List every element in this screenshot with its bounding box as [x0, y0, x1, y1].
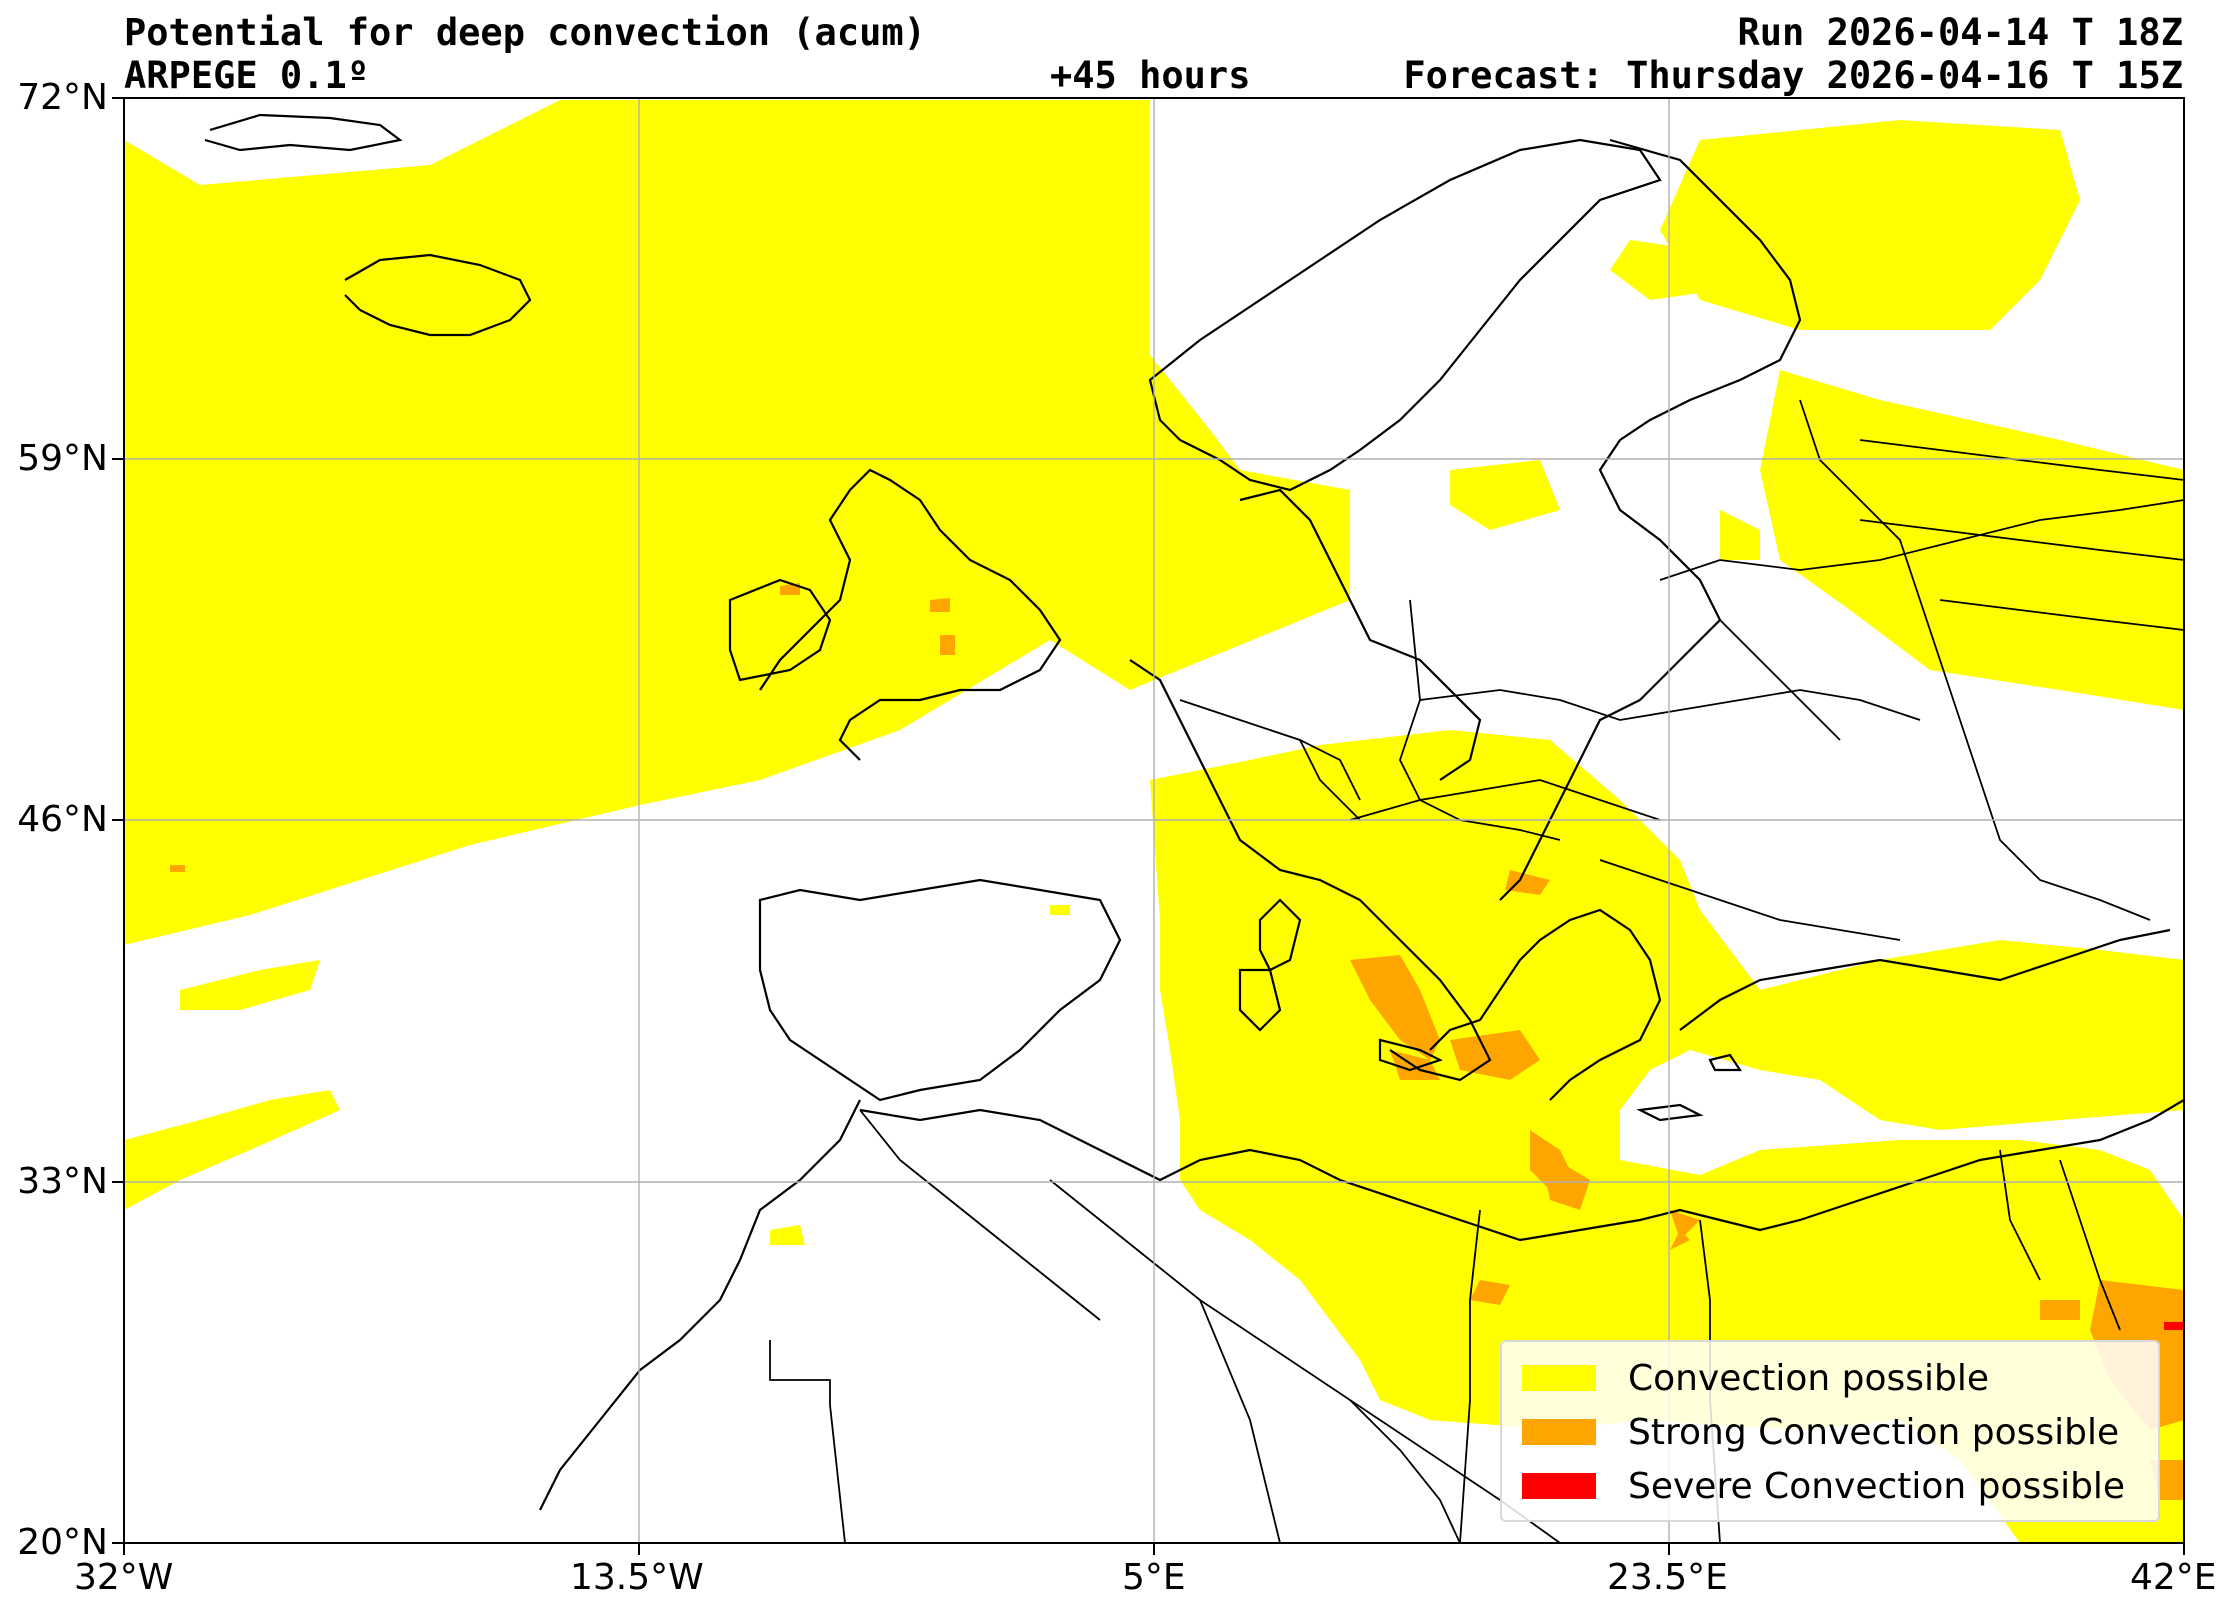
- severe-convection-areas: [2164, 1322, 2184, 1330]
- lat-tick-label: 59°N: [17, 438, 108, 479]
- lat-tick-label: 33°N: [17, 1161, 108, 1202]
- country-borders: [769, 399, 2184, 1543]
- convection-possible-areas: [124, 100, 2184, 1543]
- legend-item-convection: Convection possible: [1522, 1357, 1990, 1399]
- legend-swatch-orange: [1522, 1419, 1596, 1445]
- run-label: Run 2026-04-14 T 18Z: [1737, 11, 2183, 54]
- legend-label: Strong Convection possible: [1628, 1411, 2120, 1453]
- lon-tick-label: 5°E: [1122, 1557, 1186, 1598]
- lat-tick-label: 46°N: [17, 799, 108, 840]
- lon-tick-label: 42°E: [2130, 1557, 2217, 1598]
- legend-item-strong-convection: Strong Convection possible: [1522, 1411, 2120, 1453]
- legend-swatch-red: [1522, 1473, 1596, 1499]
- lon-tick-label: 23.5°E: [1607, 1557, 1728, 1598]
- lat-tick-label: 72°N: [17, 77, 108, 118]
- legend-label: Convection possible: [1628, 1357, 1990, 1399]
- lead-time-label: +45 hours: [1050, 54, 1251, 97]
- axis-ticks: [112, 97, 2185, 1555]
- lon-tick-label: 13.5°W: [570, 1557, 704, 1598]
- map-title: Potential for deep convection (acum): [124, 11, 926, 54]
- graticule: [124, 98, 2184, 1543]
- legend-swatch-yellow: [1522, 1365, 1596, 1391]
- lat-tick-label: 20°N: [17, 1522, 108, 1563]
- forecast-label: Forecast: Thursday 2026-04-16 T 15Z: [1403, 54, 2183, 97]
- coastlines: [204, 113, 2184, 1511]
- legend-item-severe-convection: Severe Convection possible: [1522, 1465, 2126, 1507]
- model-label: ARPEGE 0.1º: [124, 54, 370, 97]
- lon-tick-label: 32°W: [74, 1557, 174, 1598]
- map-legend: Convection possible Strong Convection po…: [1500, 1340, 2160, 1522]
- legend-label: Severe Convection possible: [1628, 1465, 2126, 1507]
